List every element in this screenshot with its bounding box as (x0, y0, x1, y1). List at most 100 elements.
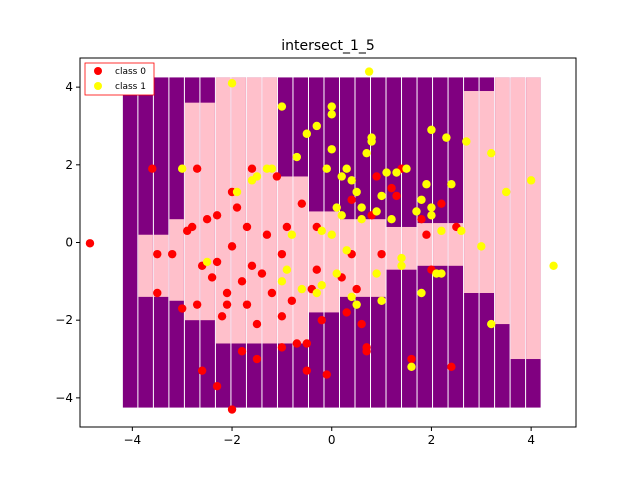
point-class-1 (337, 211, 346, 220)
point-class-0 (237, 347, 247, 356)
y-tick-label: −4 (55, 391, 73, 405)
point-class-0 (153, 288, 162, 298)
point-class-1 (367, 137, 376, 146)
point-class-1 (417, 288, 426, 298)
point-class-1 (382, 168, 391, 177)
point-class-0 (272, 172, 282, 181)
point-class-0 (237, 277, 247, 286)
point-class-0 (222, 300, 232, 309)
y-tick-label: 0 (65, 236, 73, 250)
point-class-1 (364, 67, 374, 76)
point-class-0 (287, 296, 297, 305)
point-class-1 (357, 203, 366, 212)
point-class-1 (317, 281, 326, 290)
point-class-1 (342, 246, 351, 255)
point-class-1 (337, 172, 346, 181)
point-class-0 (192, 164, 202, 173)
point-class-1 (277, 102, 287, 111)
point-class-1 (417, 195, 426, 204)
point-class-1 (287, 230, 297, 239)
series-class-1 (177, 67, 558, 371)
decision-region-class-0 (510, 77, 526, 360)
point-class-1 (312, 121, 321, 131)
decision-region-class-0 (153, 234, 169, 297)
point-class-0 (197, 366, 207, 375)
decision-region-class-0 (138, 234, 153, 297)
point-class-1 (502, 187, 511, 197)
point-class-1 (422, 180, 431, 189)
x-tick-label: 0 (328, 433, 336, 447)
point-class-1 (526, 176, 536, 185)
point-class-1 (447, 180, 456, 189)
decision-region-class-0 (386, 226, 402, 270)
point-class-0 (417, 214, 426, 224)
decision-region-class-0 (464, 91, 479, 293)
point-class-1 (427, 125, 436, 135)
point-class-0 (257, 269, 267, 278)
legend-label-class-0: class 0 (115, 67, 146, 77)
point-class-0 (242, 222, 252, 232)
point-class-0 (277, 343, 287, 352)
point-class-0 (192, 300, 202, 309)
point-class-0 (247, 261, 257, 271)
point-class-0 (317, 315, 326, 325)
point-class-1 (477, 242, 486, 251)
x-tick-label: −4 (123, 433, 141, 447)
point-class-0 (437, 199, 446, 208)
decision-region-class-0 (184, 102, 200, 321)
point-class-0 (392, 191, 401, 201)
point-class-1 (427, 203, 436, 212)
point-class-0 (322, 370, 331, 379)
decision-region-class-0 (169, 219, 184, 301)
point-class-0 (227, 242, 237, 251)
point-class-1 (457, 226, 466, 236)
point-class-1 (282, 265, 292, 274)
point-class-1 (487, 148, 496, 158)
decision-region-class-1 (122, 77, 138, 408)
point-class-1 (549, 261, 558, 271)
point-class-1 (227, 79, 237, 88)
point-class-1 (487, 319, 496, 329)
decision-region-class-0 (262, 77, 277, 344)
point-class-0 (242, 300, 252, 309)
point-class-0 (222, 288, 232, 298)
point-class-0 (168, 249, 177, 259)
point-class-0 (247, 164, 257, 173)
chart-title: intersect_1_5 (281, 38, 375, 54)
point-class-0 (352, 284, 361, 294)
point-class-0 (232, 203, 242, 212)
point-class-1 (202, 257, 212, 267)
point-class-1 (437, 226, 446, 236)
point-class-1 (427, 211, 436, 220)
decision-region-class-0 (355, 219, 371, 297)
x-tick-label: 2 (428, 433, 436, 447)
point-class-0 (302, 339, 312, 348)
point-class-1 (327, 145, 336, 154)
point-class-0 (447, 362, 456, 371)
decision-region-class-0 (371, 219, 386, 297)
point-class-1 (352, 300, 361, 309)
point-class-0 (342, 308, 351, 317)
point-class-0 (212, 382, 222, 391)
decision-region-class-0 (200, 102, 215, 321)
point-class-0 (282, 222, 292, 232)
decision-region-class-0 (324, 211, 339, 313)
decision-region-class-0 (495, 77, 510, 325)
point-class-0 (177, 304, 187, 313)
y-axis: −4 −2 0 2 4 (55, 80, 80, 405)
point-class-1 (402, 164, 411, 173)
legend-label-class-1: class 1 (115, 82, 146, 92)
x-tick-label: 4 (527, 433, 535, 447)
point-class-0 (377, 249, 386, 259)
point-class-1 (377, 191, 386, 201)
point-class-0 (202, 214, 212, 224)
point-class-0 (85, 239, 95, 248)
legend-marker-class-1 (94, 82, 102, 90)
point-class-1 (392, 168, 401, 177)
y-tick-label: −2 (55, 313, 73, 327)
x-axis: −4 −2 0 2 4 (123, 427, 535, 447)
point-class-1 (177, 164, 187, 173)
point-class-1 (322, 164, 331, 173)
point-class-1 (252, 172, 262, 181)
